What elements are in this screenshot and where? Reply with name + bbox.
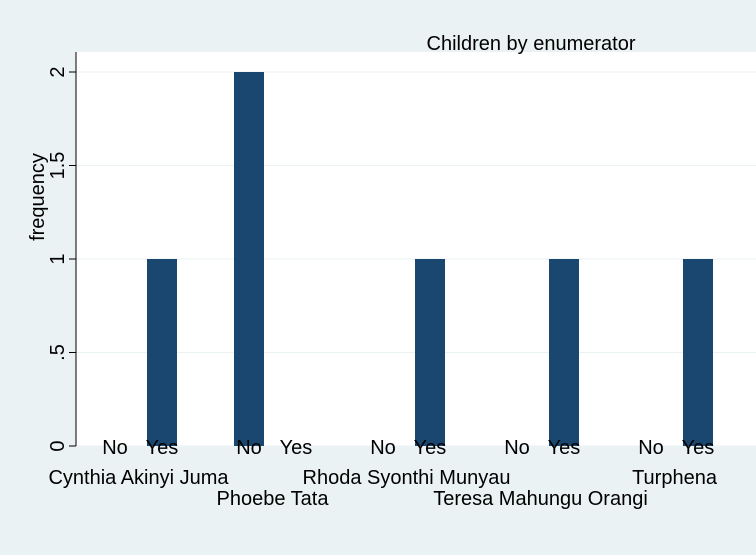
y-tick-label: .5 [47, 344, 69, 361]
x-tick-label: Yes [280, 437, 313, 459]
x-tick-label: Yes [414, 437, 447, 459]
bar [234, 72, 264, 446]
y-tick-label: 1.5 [47, 152, 69, 180]
bar [415, 259, 445, 446]
x-tick-label: Yes [682, 437, 715, 459]
bars [147, 72, 713, 446]
y-ticks: 0 .5 1 1.5 2 [47, 66, 76, 452]
y-axis-title: frequency [27, 153, 49, 241]
x-tick-label: No [370, 437, 396, 459]
x-tick-label: Yes [146, 437, 179, 459]
group-label: Rhoda Syonthi Munyau [303, 467, 511, 489]
group-label: Teresa Mahungu Orangi [433, 488, 648, 510]
group-label: Turphena [632, 467, 718, 489]
bar [549, 259, 579, 446]
bar [683, 259, 713, 446]
y-tick-label: 1 [47, 253, 69, 264]
x-tick-label: Yes [548, 437, 581, 459]
bar [147, 259, 177, 446]
group-label: Cynthia Akinyi Juma [48, 467, 229, 489]
x-labels: No Yes Cynthia Akinyi Juma No Yes Phoebe Tata… [48, 437, 717, 510]
y-tick-label: 0 [47, 440, 69, 451]
x-tick-label: No [504, 437, 530, 459]
x-tick-label: No [638, 437, 664, 459]
group-label: Phoebe Tata [217, 488, 330, 510]
y-tick-label: 2 [47, 66, 69, 77]
chart-title: Children by enumerator [427, 33, 636, 55]
x-tick-label: No [102, 437, 128, 459]
x-tick-label: No [236, 437, 262, 459]
